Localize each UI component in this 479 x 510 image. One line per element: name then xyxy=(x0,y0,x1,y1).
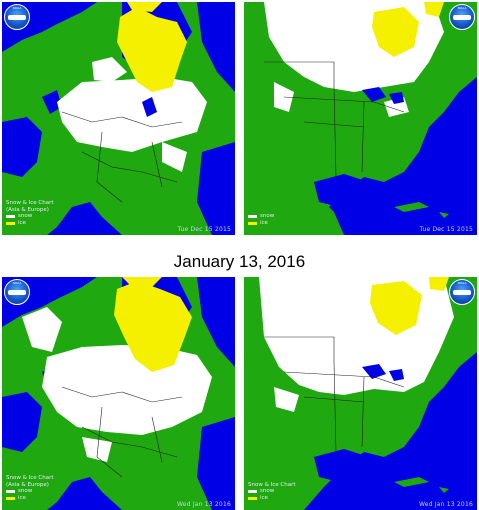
noaa-logo-icon: NOAA xyxy=(4,279,30,305)
north-america-map-dec xyxy=(244,2,477,235)
north-america-map-jan xyxy=(244,277,477,510)
noaa-logo-icon: NOAA xyxy=(4,4,30,30)
date-heading: January 13, 2016 xyxy=(173,252,306,271)
chart-title: Snow & Ice Chart xyxy=(248,481,296,488)
map-panel-north-america-dec: NOAA snow ice Tue Dec 15 2015 xyxy=(244,2,477,235)
legend: snow ice xyxy=(6,213,32,227)
date-stamp: Wed Jan 13 2016 xyxy=(177,501,231,508)
legend: snow ice xyxy=(6,488,32,502)
map-panel-asia-europe-dec: NOAA Snow & Ice Chart (Asia & Europe) sno… xyxy=(2,2,235,235)
legend: snow ice xyxy=(248,213,274,227)
map-panel-north-america-jan: NOAA Snow & Ice Chart snow ice Wed Jan 1… xyxy=(244,277,477,510)
date-stamp: Tue Dec 15 2015 xyxy=(177,226,231,233)
chart-title: Snow & Ice Chart (Asia & Europe) xyxy=(6,200,54,213)
date-stamp: Tue Dec 15 2015 xyxy=(419,226,473,233)
asia-europe-map-dec xyxy=(2,2,235,235)
legend: snow ice xyxy=(248,488,274,502)
map-panel-asia-europe-jan: NOAA Snow & Ice Chart (Asia & Europe) sno… xyxy=(2,277,235,510)
date-stamp: Wed Jan 13 2016 xyxy=(419,501,473,508)
noaa-logo-icon: NOAA xyxy=(449,4,475,30)
chart-title: Snow & Ice Chart (Asia & Europe) xyxy=(6,475,54,488)
noaa-logo-icon: NOAA xyxy=(449,279,475,305)
asia-europe-map-jan xyxy=(2,277,235,510)
